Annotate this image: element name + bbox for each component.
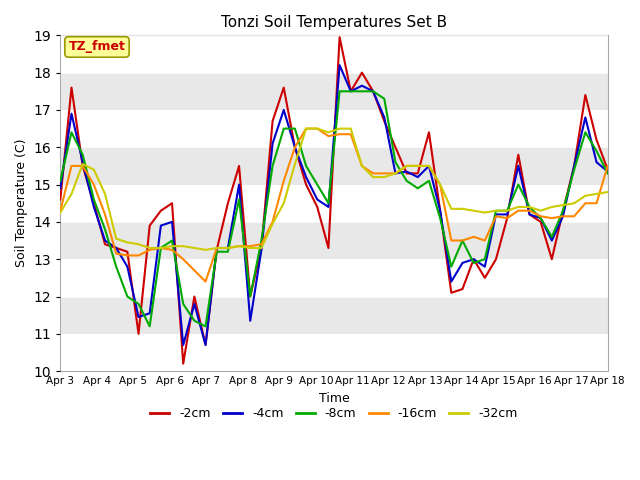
- Bar: [60, 147, 608, 185]
- Bar: [60, 72, 608, 110]
- Bar: [60, 259, 608, 297]
- Bar: [60, 185, 608, 222]
- Bar: [60, 297, 608, 334]
- Bar: [60, 110, 608, 147]
- Y-axis label: Soil Temperature (C): Soil Temperature (C): [15, 139, 28, 267]
- X-axis label: Time: Time: [319, 392, 349, 405]
- Text: TZ_fmet: TZ_fmet: [68, 40, 125, 53]
- Bar: [60, 36, 608, 72]
- Legend: -2cm, -4cm, -8cm, -16cm, -32cm: -2cm, -4cm, -8cm, -16cm, -32cm: [145, 402, 523, 425]
- Bar: [60, 334, 608, 371]
- Title: Tonzi Soil Temperatures Set B: Tonzi Soil Temperatures Set B: [221, 15, 447, 30]
- Bar: [60, 222, 608, 259]
